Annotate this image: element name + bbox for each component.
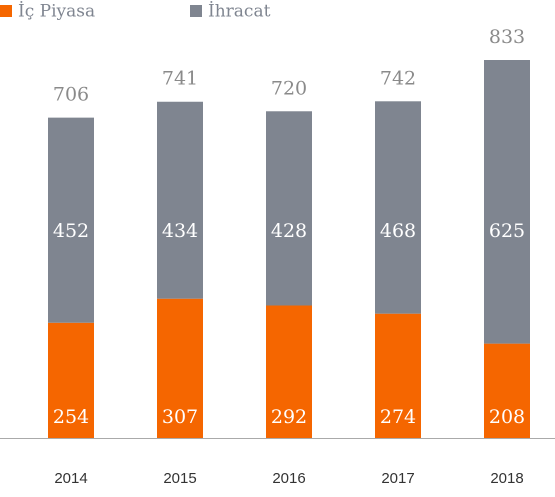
- bar-segment: [375, 101, 421, 314]
- total-label: 720: [271, 77, 307, 99]
- x-tick-label: 2017: [381, 470, 414, 487]
- bar-segment: [266, 111, 312, 306]
- total-label: 741: [162, 68, 198, 90]
- legend-label: İç Piyasa: [18, 1, 95, 22]
- bar-segment: [48, 117, 94, 323]
- value-label: 274: [380, 406, 416, 428]
- bar-segment: [157, 101, 203, 299]
- bar-segment: [157, 298, 203, 438]
- value-label: 625: [489, 220, 525, 242]
- x-tick-label: 2014: [54, 470, 87, 487]
- total-label: 833: [489, 26, 525, 48]
- x-tick-label: 2018: [490, 470, 523, 487]
- bar-segment: [266, 305, 312, 438]
- value-label: 254: [53, 406, 89, 428]
- value-label: 452: [53, 220, 89, 242]
- x-tick-label: 2015: [163, 470, 196, 487]
- value-label: 434: [162, 220, 198, 242]
- legend-label: İhracat: [208, 1, 271, 22]
- total-label: 742: [380, 67, 416, 89]
- value-label: 428: [271, 220, 307, 242]
- value-label: 208: [489, 406, 525, 428]
- bar-segment: [48, 322, 94, 438]
- legend-swatch: [0, 5, 12, 17]
- value-label: 292: [271, 406, 307, 428]
- legend-swatch: [190, 5, 202, 17]
- value-label: 468: [380, 220, 416, 242]
- bar-segment: [375, 313, 421, 438]
- x-tick-label: 2016: [272, 470, 305, 487]
- value-label: 307: [162, 406, 198, 428]
- bar-segment: [484, 60, 530, 344]
- bar-segment: [484, 343, 530, 438]
- total-label: 706: [53, 84, 89, 106]
